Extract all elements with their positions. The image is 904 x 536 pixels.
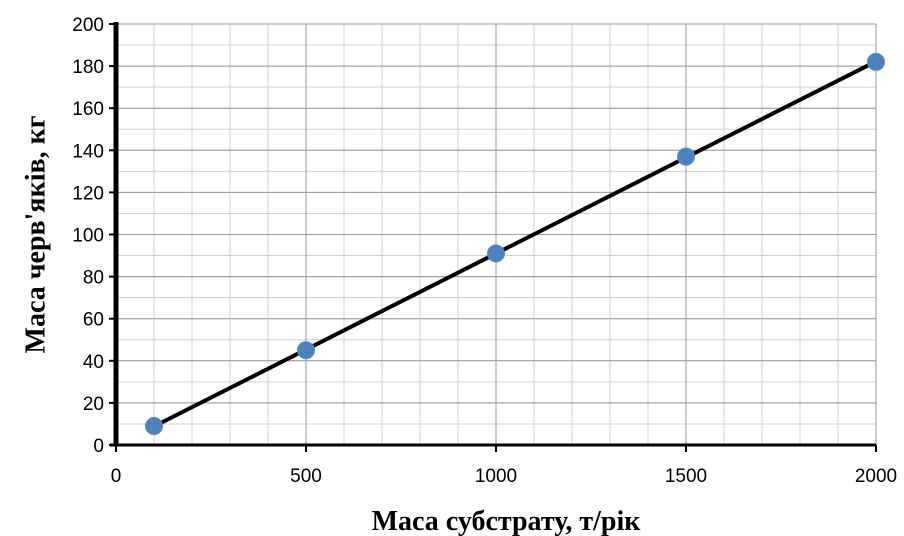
x-axis-title: Маса субстрату, т/рік xyxy=(372,506,642,536)
x-tick-label: 1000 xyxy=(475,466,517,487)
y-tick-label: 20 xyxy=(83,394,104,415)
y-tick-label: 160 xyxy=(72,99,104,120)
trendline xyxy=(152,59,878,429)
data-point xyxy=(677,147,695,166)
x-tick-label: 500 xyxy=(290,466,322,487)
y-tick-label: 60 xyxy=(83,310,104,331)
y-tick-labels: 0 20 40 60 80 100 120 140 160 180 200 xyxy=(72,15,104,457)
major-gridlines xyxy=(116,23,877,445)
y-tick-label: 100 xyxy=(72,226,104,247)
data-point xyxy=(145,417,163,436)
trendline-line xyxy=(152,59,878,429)
data-point xyxy=(487,244,505,263)
axes xyxy=(109,22,877,452)
x-tick-label: 2000 xyxy=(855,466,897,487)
data-points xyxy=(145,52,885,436)
y-tick-label: 0 xyxy=(93,436,104,457)
y-axis-title: Маса черв'яків, кг xyxy=(21,116,52,354)
y-tick-label: 180 xyxy=(72,57,104,78)
y-tick-label: 80 xyxy=(83,268,104,289)
y-tick-label: 40 xyxy=(83,352,104,373)
x-tick-label: 0 xyxy=(111,466,122,487)
data-point xyxy=(297,341,315,360)
x-tick-label: 1500 xyxy=(665,466,707,487)
y-tick-label: 120 xyxy=(72,183,104,204)
y-tick-label: 200 xyxy=(72,15,104,36)
x-tick-labels: 0 500 1000 1500 2000 xyxy=(111,466,897,487)
data-point xyxy=(867,52,885,71)
y-tick-label: 140 xyxy=(72,141,104,162)
